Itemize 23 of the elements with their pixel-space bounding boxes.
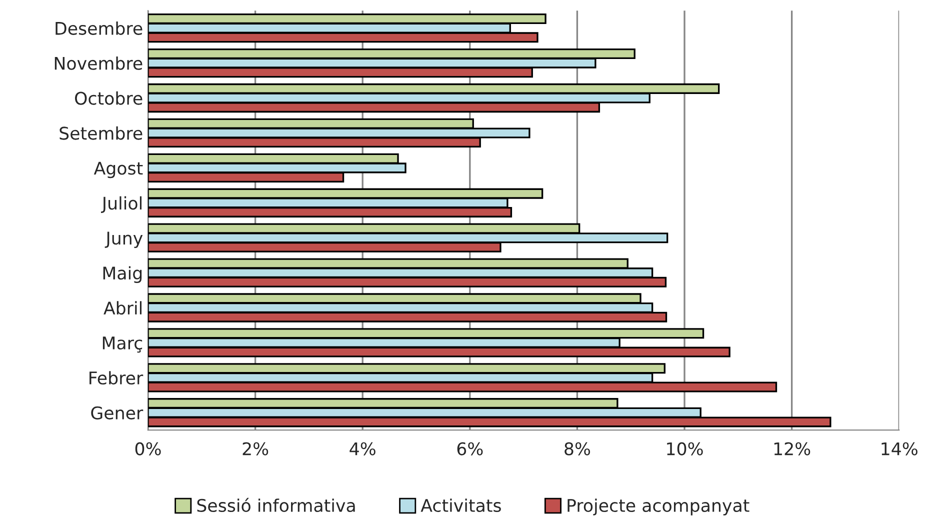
y-tick-label: Agost <box>94 162 143 178</box>
x-tick-label: 12% <box>774 442 810 456</box>
y-tick-label: Maig <box>103 266 142 284</box>
x-tick-label: 14% <box>882 442 918 456</box>
y-tick-label: Març <box>102 336 142 353</box>
x-tick-label: 6% <box>457 442 483 456</box>
y-tick-label: Febrer <box>90 371 144 385</box>
legend-label: Activitats <box>420 498 501 512</box>
y-tick-label: Juliol <box>101 196 142 213</box>
y-tick-label: Desembre <box>56 22 142 35</box>
y-tick-label: Setembre <box>60 126 142 140</box>
y-tick-label: Gener <box>91 406 144 420</box>
x-tick-label: 2% <box>242 442 268 456</box>
y-tick-label: Novembre <box>54 56 142 70</box>
x-tick-label: 10% <box>667 442 703 456</box>
x-tick-label: 0% <box>135 442 161 456</box>
x-tick-label: 8% <box>564 442 590 456</box>
y-tick-label: Octobre <box>75 91 142 105</box>
y-tick-label: Juny <box>104 232 143 248</box>
x-tick-label: 4% <box>350 442 376 456</box>
legend-label: Sessió informativa <box>197 498 355 512</box>
legend-label: Projecte acompanyat <box>568 498 750 516</box>
y-tick-label: Abril <box>104 301 142 315</box>
